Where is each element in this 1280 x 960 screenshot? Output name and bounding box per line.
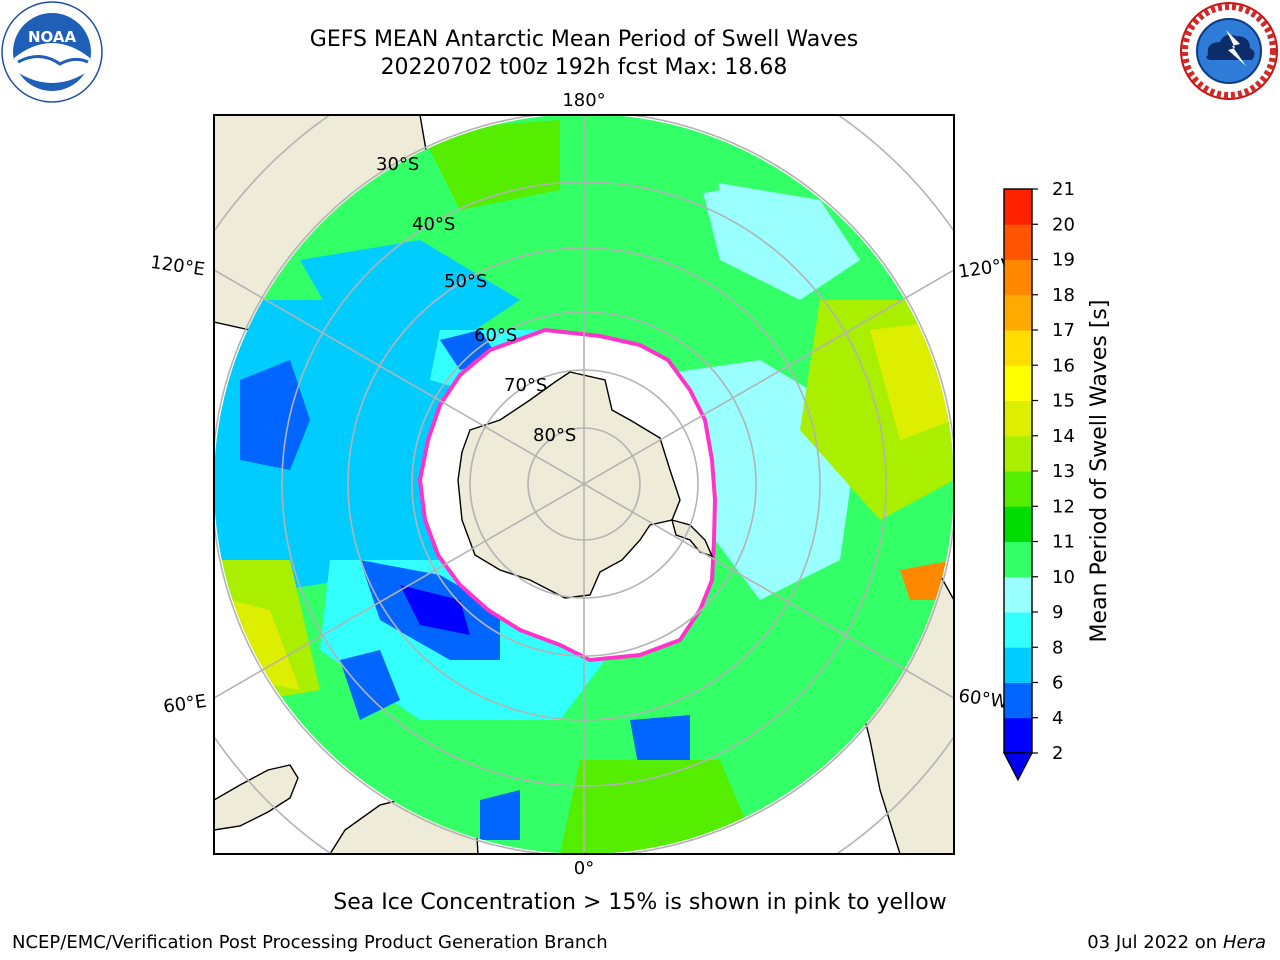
colorbar-tick-label: 4 <box>1052 708 1063 729</box>
colorbar-segment <box>1004 330 1032 366</box>
colorbar-tick-label: 8 <box>1052 637 1063 658</box>
colorbar-tick-label: 9 <box>1052 602 1063 623</box>
colorbar-segment <box>1004 541 1032 578</box>
colorbar-segment <box>1004 576 1032 613</box>
lon-label-60w: 60°W <box>957 685 1009 713</box>
colorbar-segment <box>1004 647 1032 683</box>
footer-host: Hera <box>1222 932 1266 953</box>
footer-date: 03 Jul 2022 on Hera <box>1087 932 1266 953</box>
lat-label-30s: 30°S <box>376 154 419 175</box>
colorbar-tick-label: 12 <box>1052 496 1075 517</box>
map-frame <box>213 114 955 855</box>
lon-label-60e: 60°E <box>162 691 208 718</box>
nws-logo <box>1180 2 1278 100</box>
colorbar-tick-label: 15 <box>1052 391 1075 412</box>
colorbar-tick-label: 17 <box>1052 320 1075 341</box>
colorbar-tick-label: 10 <box>1052 567 1075 588</box>
colorbar-tick-label: 6 <box>1052 673 1063 694</box>
colorbar-tick-label: 19 <box>1052 250 1075 271</box>
colorbar-segment <box>1004 365 1032 401</box>
colorbar-segment <box>1004 435 1032 472</box>
colorbar-tick-label: 20 <box>1052 214 1075 235</box>
madagascar-landmass <box>214 764 299 831</box>
colorbar-tick-label: 11 <box>1052 532 1075 553</box>
colorbar-segment <box>1004 189 1032 225</box>
antarctica-landmass <box>457 371 681 599</box>
lon-label-120e: 120°E <box>149 252 206 280</box>
chart-title: GEFS MEAN Antarctic Mean Period of Swell… <box>309 27 859 52</box>
colorbar-segment <box>1004 682 1032 719</box>
lat-label-60s: 60°S <box>474 325 517 346</box>
lon-label-0: 0° <box>574 858 594 879</box>
colorbar-label: Mean Period of Swell Waves [s] <box>1087 300 1112 643</box>
lat-label-50s: 50°S <box>444 271 487 292</box>
colorbar-segment <box>1004 294 1032 331</box>
colorbar-segment <box>1004 400 1032 437</box>
colorbar-segment <box>1004 506 1032 542</box>
noaa-logo: NOAA <box>1 1 103 103</box>
colorbar-tick-label: 21 <box>1052 179 1075 200</box>
colorbar-segment <box>1004 717 1032 754</box>
chart-subtitle: 20220702 t00z 192h fcst Max: 18.68 <box>380 55 788 80</box>
sea-ice-note: Sea Ice Concentration > 15% is shown in … <box>333 890 947 915</box>
colorbar-tick-label: 16 <box>1052 355 1075 376</box>
footer-date-text: 03 Jul 2022 on <box>1087 932 1218 953</box>
noaa-logo-text: NOAA <box>28 28 77 46</box>
lat-label-80s: 80°S <box>533 425 576 446</box>
colorbar-segment <box>1004 471 1032 507</box>
colorbar-tick-label: 18 <box>1052 285 1075 306</box>
lat-label-40s: 40°S <box>412 214 455 235</box>
colorbar-segment <box>1004 224 1032 260</box>
graticule <box>214 115 954 854</box>
colorbar-segment <box>1004 259 1032 296</box>
colorbar-tick-label: 2 <box>1052 743 1063 764</box>
colorbar-tick-label: 13 <box>1052 461 1075 482</box>
lon-label-180: 180° <box>562 90 605 111</box>
colorbar: 2 4 6 8 9 10 11 12 13 14 15 16 17 18 19 20 21 Mean Perio… <box>1003 179 1112 782</box>
lat-label-70s: 70°S <box>504 375 547 396</box>
colorbar-tick-label: 14 <box>1052 426 1075 447</box>
colorbar-segment <box>1004 612 1032 648</box>
colorbar-under-triangle <box>1003 752 1033 782</box>
footer-branch: NCEP/EMC/Verification Post Processing Pr… <box>12 932 608 953</box>
